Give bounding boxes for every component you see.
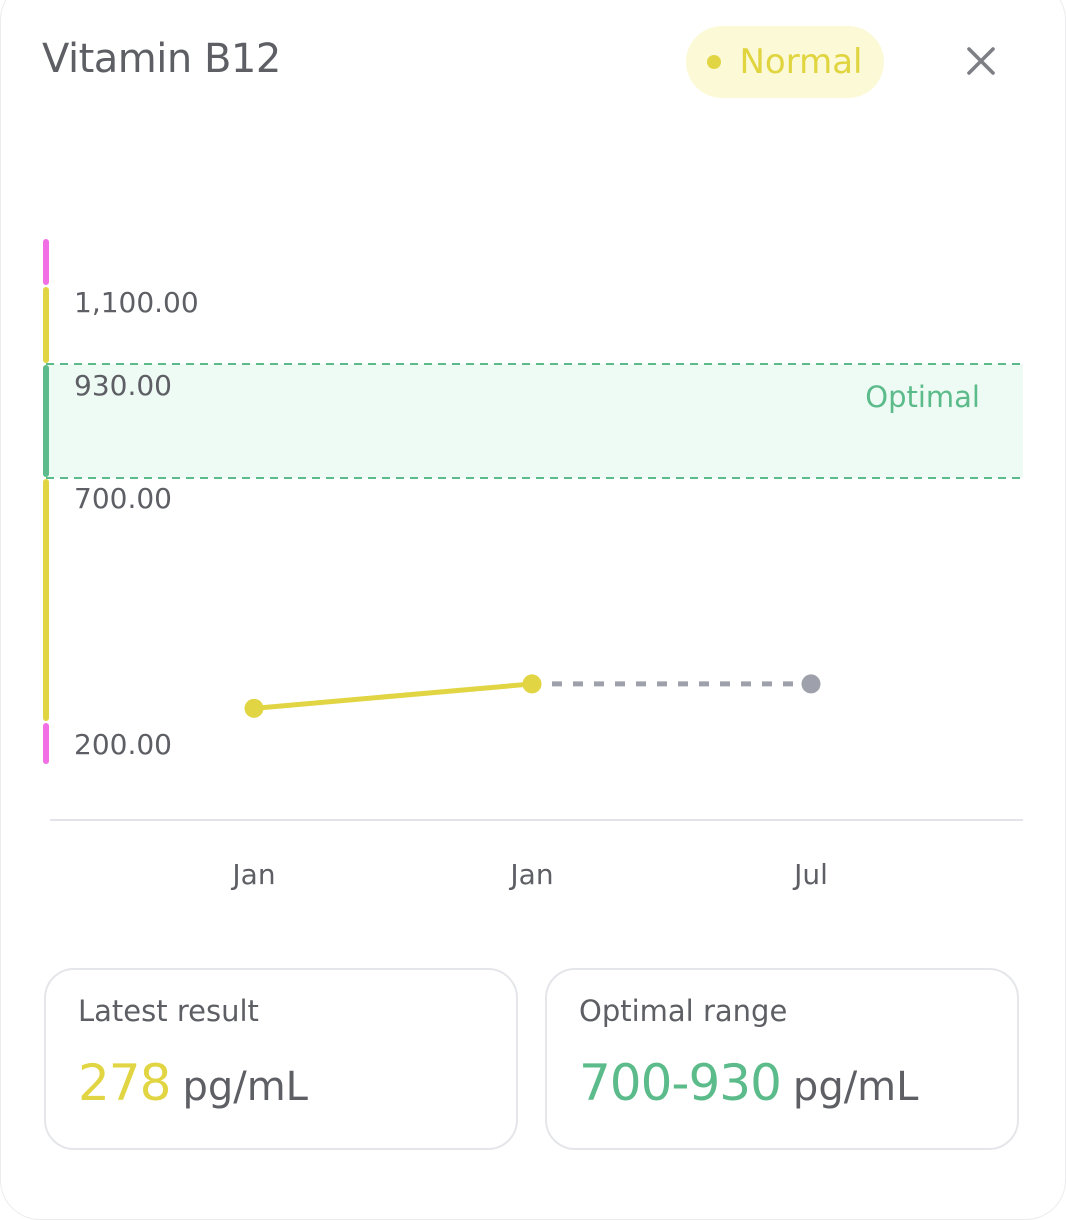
y-tick-label: 200.00 bbox=[74, 728, 172, 761]
y-tick-label: 700.00 bbox=[74, 482, 172, 515]
series-line-actual bbox=[253, 681, 533, 711]
optimal-range-value: 700-930 bbox=[579, 1054, 782, 1112]
optimal-range-value-row: 700-930 pg/mL bbox=[579, 1054, 918, 1112]
x-tick-label: Jul bbox=[792, 858, 828, 891]
close-icon bbox=[967, 47, 995, 75]
optimal-band bbox=[46, 364, 1023, 478]
y-tick-label: 930.00 bbox=[74, 369, 172, 402]
close-button[interactable] bbox=[954, 34, 1008, 88]
optimal-range-title: Optimal range bbox=[579, 994, 788, 1028]
latest-result-unit: pg/mL bbox=[182, 1064, 308, 1110]
status-badge: Normal bbox=[686, 26, 884, 98]
data-point[interactable] bbox=[522, 674, 542, 694]
latest-result-value-row: 278 pg/mL bbox=[78, 1054, 308, 1112]
latest-result-value: 278 bbox=[78, 1054, 171, 1112]
series-layer bbox=[244, 674, 821, 718]
latest-result-card[interactable]: Latest result 278 pg/mL bbox=[44, 968, 518, 1150]
data-point[interactable] bbox=[801, 674, 821, 694]
optimal-range-unit: pg/mL bbox=[792, 1064, 919, 1110]
biomarker-title: Vitamin B12 bbox=[42, 36, 281, 82]
status-dot-icon bbox=[707, 55, 722, 69]
status-label: Normal bbox=[739, 42, 863, 82]
x-tick-label: Jan bbox=[230, 858, 275, 891]
optimal-range-card[interactable]: Optimal range 700-930 pg/mL bbox=[545, 968, 1019, 1150]
trend-chart: Optimal 1,100.00 930.00 700.00 200.00 Ja… bbox=[43, 239, 1023, 891]
x-tick-label: Jan bbox=[508, 858, 553, 891]
y-tick-label: 1,100.00 bbox=[74, 286, 199, 319]
latest-result-title: Latest result bbox=[78, 994, 259, 1028]
data-point[interactable] bbox=[244, 698, 264, 718]
optimal-band-label: Optimal bbox=[865, 380, 980, 414]
